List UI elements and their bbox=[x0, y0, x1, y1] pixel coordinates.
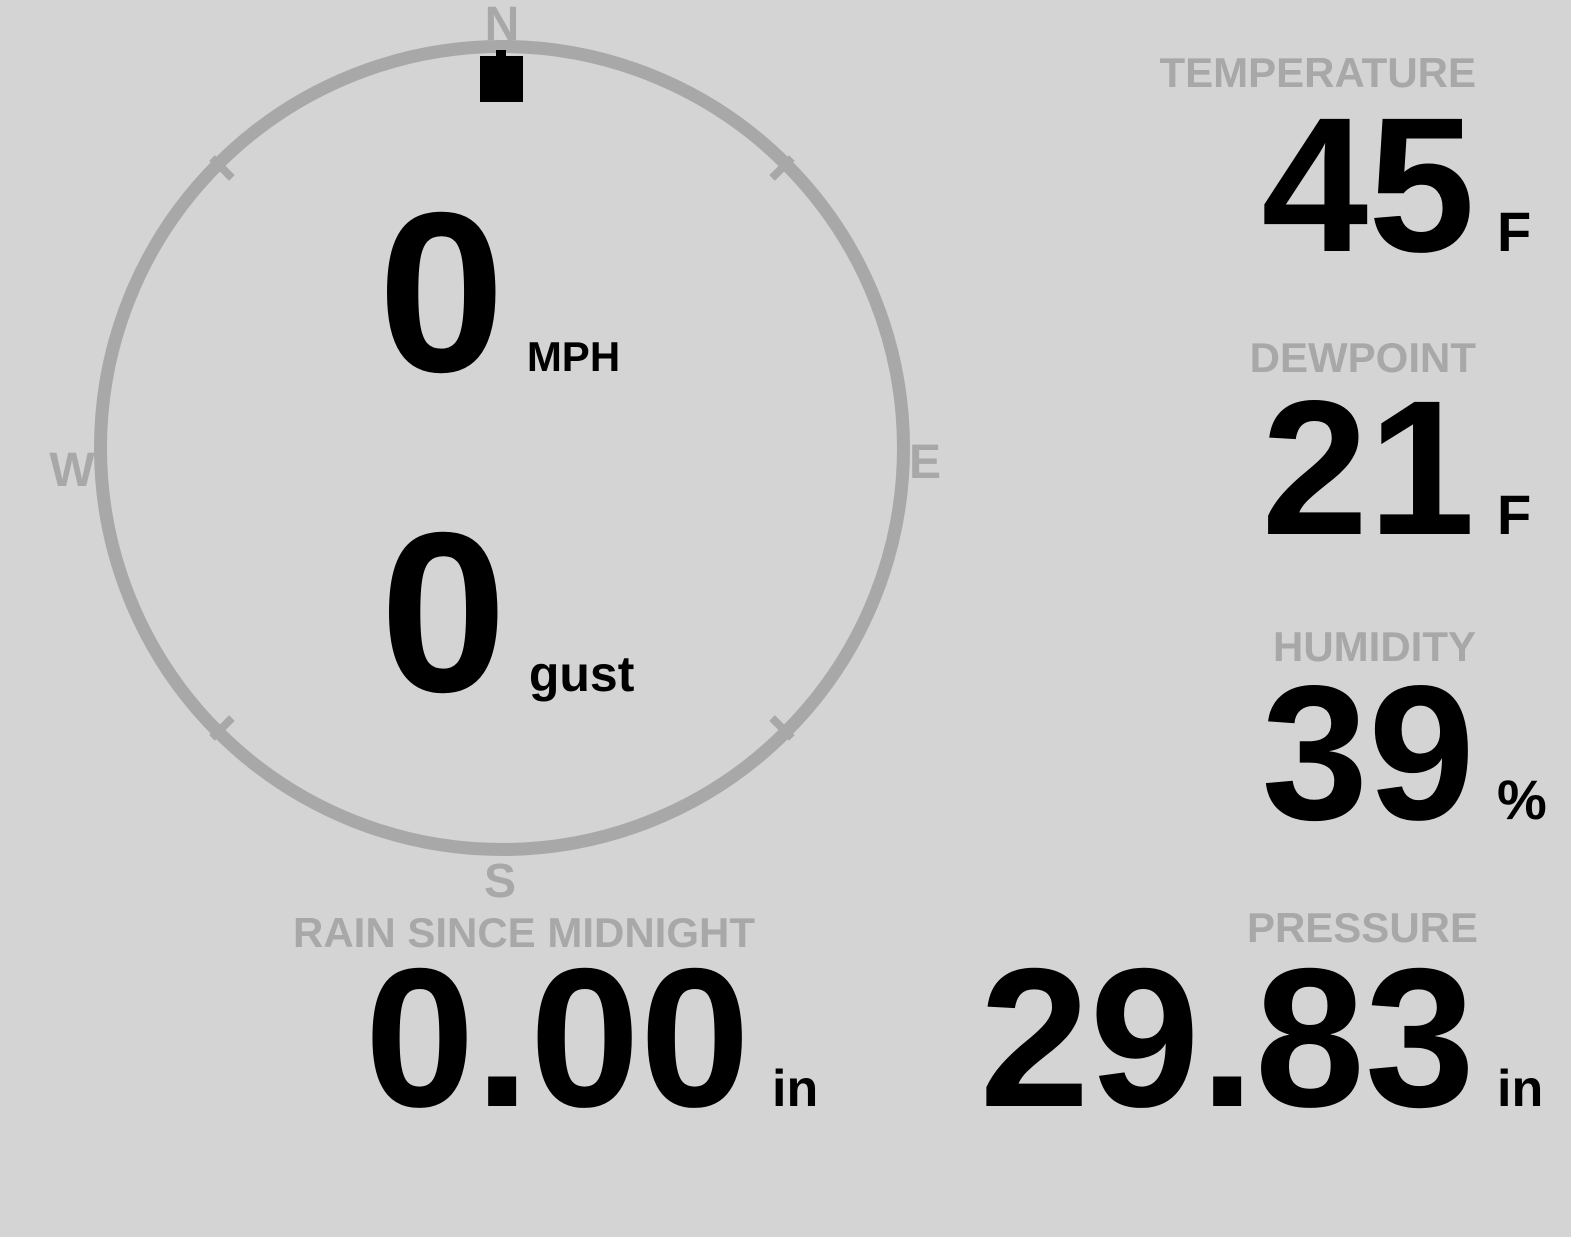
wind-gust: 0 gust bbox=[380, 499, 634, 727]
dewpoint-label: DEWPOINT bbox=[1249, 334, 1476, 381]
rain-label: RAIN SINCE MIDNIGHT bbox=[293, 909, 755, 956]
wind-speed-value: 0 bbox=[378, 166, 505, 420]
rain-unit: in bbox=[772, 1060, 819, 1118]
humidity-value: 39 bbox=[1261, 645, 1475, 860]
dewpoint-value: 21 bbox=[1261, 360, 1475, 575]
wind-gust-unit: gust bbox=[528, 646, 635, 702]
humidity-label: HUMIDITY bbox=[1273, 623, 1476, 670]
wind-direction-marker-icon bbox=[480, 50, 523, 102]
temperature-value: 45 bbox=[1261, 77, 1475, 292]
temperature-unit: F bbox=[1497, 200, 1532, 263]
dewpoint-unit: F bbox=[1497, 483, 1532, 546]
wind-speed-unit: MPH bbox=[526, 333, 621, 380]
pressure-value: 29.83 bbox=[979, 927, 1475, 1148]
compass-label-north: N bbox=[484, 0, 520, 51]
pressure-label: PRESSURE bbox=[1246, 904, 1478, 951]
compass-label-west: W bbox=[49, 444, 95, 497]
compass-label-south: S bbox=[483, 855, 517, 908]
humidity-reading: 39 % bbox=[1261, 657, 1553, 849]
wind-gust-value: 0 bbox=[380, 486, 507, 740]
temperature-label: TEMPERATURE bbox=[1159, 49, 1476, 96]
pressure-reading: 29.83 in bbox=[980, 939, 1553, 1137]
pressure-unit: in bbox=[1497, 1060, 1544, 1118]
dewpoint-reading: 21 F bbox=[1261, 372, 1553, 564]
rain-reading: 0.00 in bbox=[365, 939, 820, 1137]
humidity-unit: % bbox=[1497, 768, 1547, 831]
wind-speed: 0 MPH bbox=[378, 179, 620, 407]
rain-value: 0.00 bbox=[364, 927, 750, 1148]
compass-label-east: E bbox=[908, 436, 942, 489]
temperature-reading: 45 F bbox=[1261, 89, 1553, 281]
